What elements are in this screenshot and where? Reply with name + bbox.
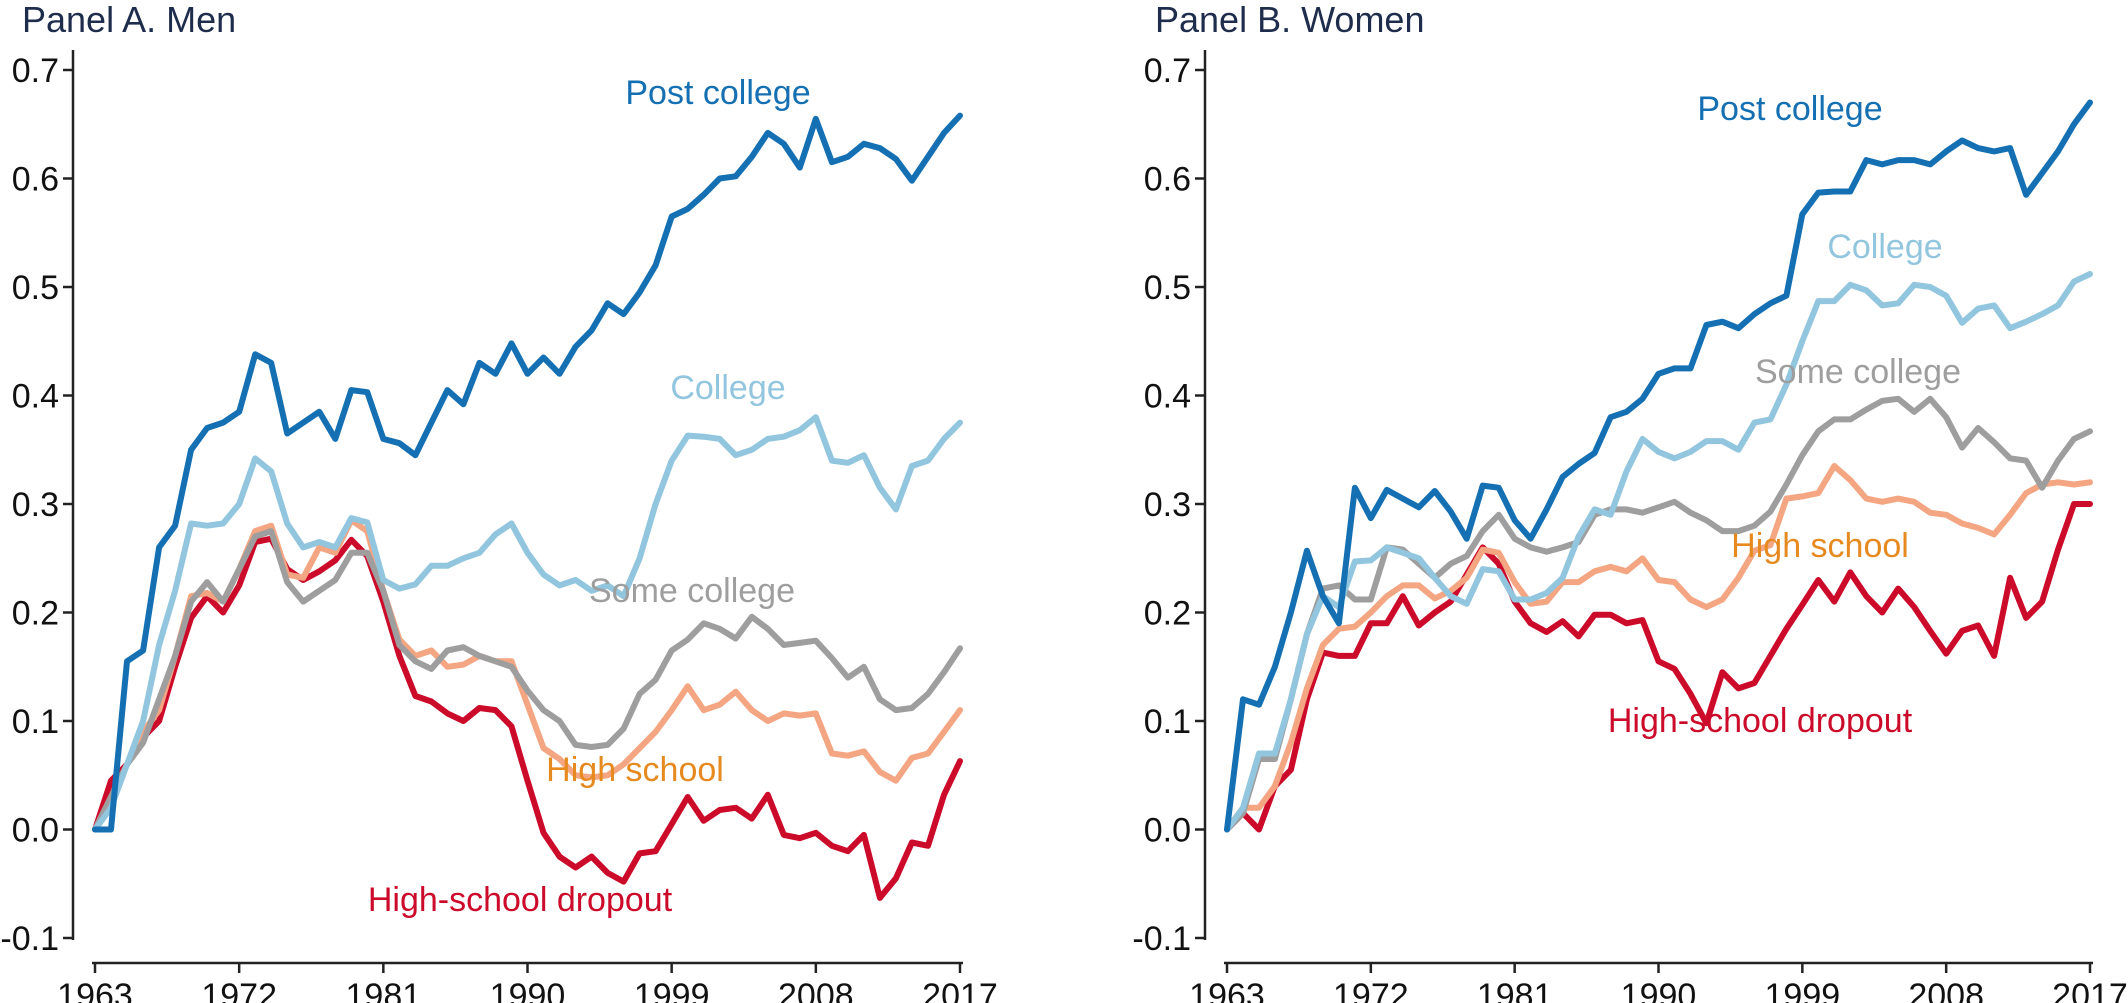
series-label: High school [546,751,724,789]
x-tick-label: 1999 [634,977,710,1003]
x-tick-label: 1981 [346,977,422,1003]
y-tick-label: 0.7 [12,52,59,90]
series-line-post-college [1224,99,2093,833]
series-label: Post college [1697,90,1882,128]
y-tick-label: 0.0 [1144,812,1191,850]
x-tick-label: 1972 [201,977,277,1003]
x-tick-label: 2008 [778,977,854,1003]
y-tick-label: 0.0 [12,812,59,850]
y-tick-label: -0.1 [0,920,59,958]
x-tick-label: 1963 [57,977,133,1003]
x-tick-label: 1972 [1333,977,1409,1003]
series-label: High-school dropout [368,881,673,919]
series-label: College [1827,228,1942,266]
x-tick-label: 2017 [2052,977,2128,1003]
series-label: Post college [625,74,810,112]
x-tick-label: 1990 [1621,977,1697,1003]
y-tick-label: 0.5 [12,269,59,307]
series-label: High school [1731,527,1909,565]
x-tick-label: 1990 [490,977,566,1003]
x-tick-label: 1999 [1765,977,1841,1003]
series-line-college [92,414,963,833]
y-tick-label: 0.4 [12,378,59,416]
series-line-high-school-dropout [92,535,963,901]
y-tick-label: 0.4 [1144,378,1191,416]
series-label: Some college [589,572,795,610]
series-label: High-school dropout [1608,702,1913,740]
panel-men: Panel A. Men -0.1 0.0 0.1 0.2 0.3 0.4 0.5 0.6 0.… [0,0,997,1003]
panel-title: Panel B. Women [1155,0,1424,40]
panel-title: Panel A. Men [22,0,236,40]
y-tick-label: 0.3 [12,486,59,524]
series-line-some-college [92,528,963,833]
y-tick-label: 0.2 [12,595,59,633]
y-tick-label: 0.5 [1144,269,1191,307]
y-tick-label: 0.1 [1144,703,1191,741]
series-line-high-school [1224,463,2093,833]
x-tick-label: 1981 [1477,977,1553,1003]
series-line-some-college [1224,395,2093,833]
x-tick-label: 2008 [1908,977,1984,1003]
series-line-post-college [92,112,963,833]
series-label: Some college [1755,353,1961,391]
y-tick-label: 0.2 [1144,595,1191,633]
panel-women: Panel B. Women -0.1 0.0 0.1 0.2 0.3 0.4 0.5 0.6… [1132,0,2127,1003]
y-tick-label: 0.3 [1144,486,1191,524]
y-tick-label: 0.6 [1144,161,1191,199]
series-line-college [1224,271,2093,833]
y-tick-label: 0.7 [1144,52,1191,90]
x-tick-label: 2017 [922,977,998,1003]
y-tick-label: -0.1 [1132,920,1191,958]
series-label: College [670,369,785,407]
y-tick-label: 0.1 [12,703,59,741]
x-tick-label: 1963 [1189,977,1265,1003]
y-tick-label: 0.6 [12,161,59,199]
series-line-high-school-dropout [1224,501,2093,833]
